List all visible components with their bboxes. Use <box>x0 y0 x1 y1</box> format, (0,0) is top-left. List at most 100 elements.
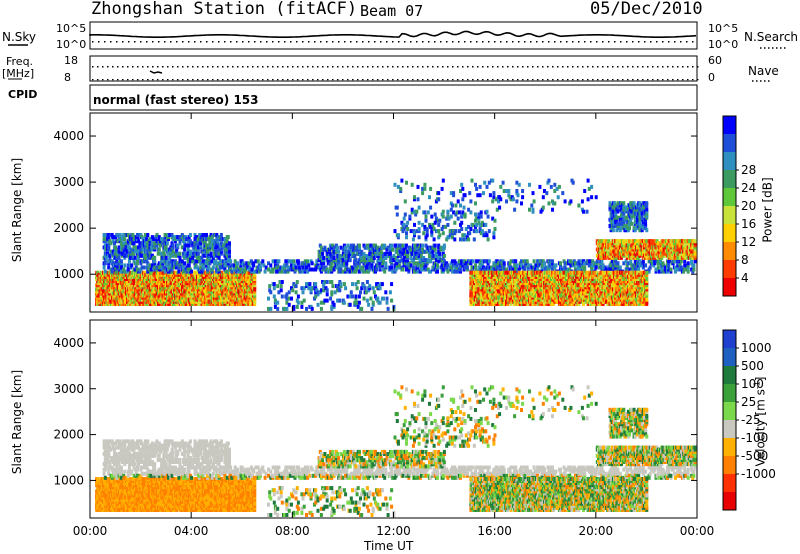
heatmap-cell <box>165 241 169 246</box>
freq-dot <box>567 66 569 68</box>
nsearch-dot <box>416 41 418 43</box>
heatmap-cell <box>502 261 506 266</box>
heatmap-cell <box>509 265 513 270</box>
nave-dot <box>272 79 274 81</box>
freq-dot <box>137 66 139 68</box>
freq-dot <box>677 66 679 68</box>
heatmap-cell <box>477 265 481 270</box>
heatmap-cell <box>436 265 439 270</box>
nsearch-dot <box>596 41 598 43</box>
heatmap-cell <box>429 259 433 264</box>
heatmap-cell <box>405 235 408 240</box>
heatmap-cell <box>583 265 587 270</box>
heatmap-cell <box>656 259 660 264</box>
heatmap-cell <box>142 259 146 264</box>
heatmap-cell <box>569 259 573 264</box>
heatmap-cell <box>432 237 436 242</box>
heatmap-cell <box>249 283 253 288</box>
nave-dot <box>287 79 289 81</box>
heatmap-cell <box>522 259 526 264</box>
heatmap-cell <box>393 269 397 274</box>
heatmap-cell <box>692 263 696 268</box>
nave-dot <box>667 79 669 81</box>
heatmap-cell <box>424 218 428 223</box>
heatmap-cell <box>252 263 256 268</box>
freq-dot <box>317 66 319 68</box>
nsearch-dot <box>668 41 670 43</box>
heatmap-cell <box>537 263 541 268</box>
freq-dot <box>227 66 229 68</box>
heatmap-cell <box>452 263 456 268</box>
heatmap-cell <box>579 263 583 268</box>
heatmap-cell <box>234 263 238 268</box>
heatmap-cell <box>425 233 429 238</box>
freq-dot <box>622 66 624 68</box>
nsearch-dot <box>230 41 232 43</box>
heatmap-cell <box>241 261 245 266</box>
freq-dot <box>527 66 529 68</box>
heatmap-cell <box>271 267 275 272</box>
heatmap-cell <box>130 263 134 268</box>
heatmap-cell <box>445 265 449 270</box>
nave-dot <box>567 79 569 81</box>
heatmap-cell <box>357 269 361 274</box>
nsearch-dot <box>458 41 460 43</box>
heatmap-cell <box>449 214 453 219</box>
heatmap-cell <box>142 283 146 288</box>
heatmap-cell <box>609 265 613 270</box>
nave-dot <box>122 79 124 81</box>
nsearch-dot <box>170 41 172 43</box>
heatmap-cell <box>107 243 111 248</box>
heatmap-cell <box>616 263 620 268</box>
heatmap-cell <box>250 269 254 274</box>
heatmap-cell <box>160 291 164 296</box>
heatmap-cell <box>128 283 132 288</box>
heatmap-cell <box>484 259 488 264</box>
nave-dot <box>317 79 319 81</box>
heatmap-cell <box>569 263 573 268</box>
heatmap-cell <box>616 265 620 270</box>
nsearch-dot <box>98 41 100 43</box>
heatmap-cell <box>253 274 257 279</box>
nave-dot <box>537 79 539 81</box>
cpid-label: CPID <box>8 88 38 101</box>
heatmap-cell <box>288 267 292 272</box>
heatmap-cell <box>648 265 652 270</box>
heatmap-cell <box>253 301 257 306</box>
nave-dot <box>267 79 269 81</box>
freq-dot <box>692 66 694 68</box>
heatmap-cell <box>239 267 243 272</box>
heatmap-cell <box>595 259 599 264</box>
nave-dot <box>637 79 639 81</box>
heatmap-cell <box>344 267 348 272</box>
nave-dot <box>622 79 624 81</box>
heatmap-cell <box>188 267 192 272</box>
nsearch-dot <box>488 41 490 43</box>
heatmap-cell <box>209 251 213 256</box>
freq-dot <box>292 66 294 68</box>
heatmap-cell <box>208 277 212 281</box>
nsearch-dot <box>692 41 694 43</box>
nave-dot <box>442 79 444 81</box>
heatmap-cell <box>460 220 464 225</box>
heatmap-cell <box>311 267 315 272</box>
heatmap-cell <box>107 259 111 264</box>
freq-dot <box>647 66 649 68</box>
heatmap-cell <box>190 269 193 274</box>
heatmap-cell <box>451 269 454 274</box>
heatmap-cell <box>638 263 642 268</box>
heatmap-cell <box>453 265 457 270</box>
heatmap-cell <box>157 301 160 306</box>
heatmap-cell <box>438 251 442 256</box>
freq-dot <box>577 66 579 68</box>
cpid-frame <box>89 84 698 111</box>
heatmap-cell <box>514 259 518 264</box>
heatmap-cell <box>226 285 230 290</box>
heatmap-cell <box>186 283 190 288</box>
heatmap-cell <box>194 301 198 306</box>
nave-dot <box>467 79 469 81</box>
freq-dot <box>177 66 179 68</box>
heatmap-cell <box>149 267 153 272</box>
heatmap-cell <box>679 265 683 270</box>
heatmap-cell <box>177 265 181 270</box>
